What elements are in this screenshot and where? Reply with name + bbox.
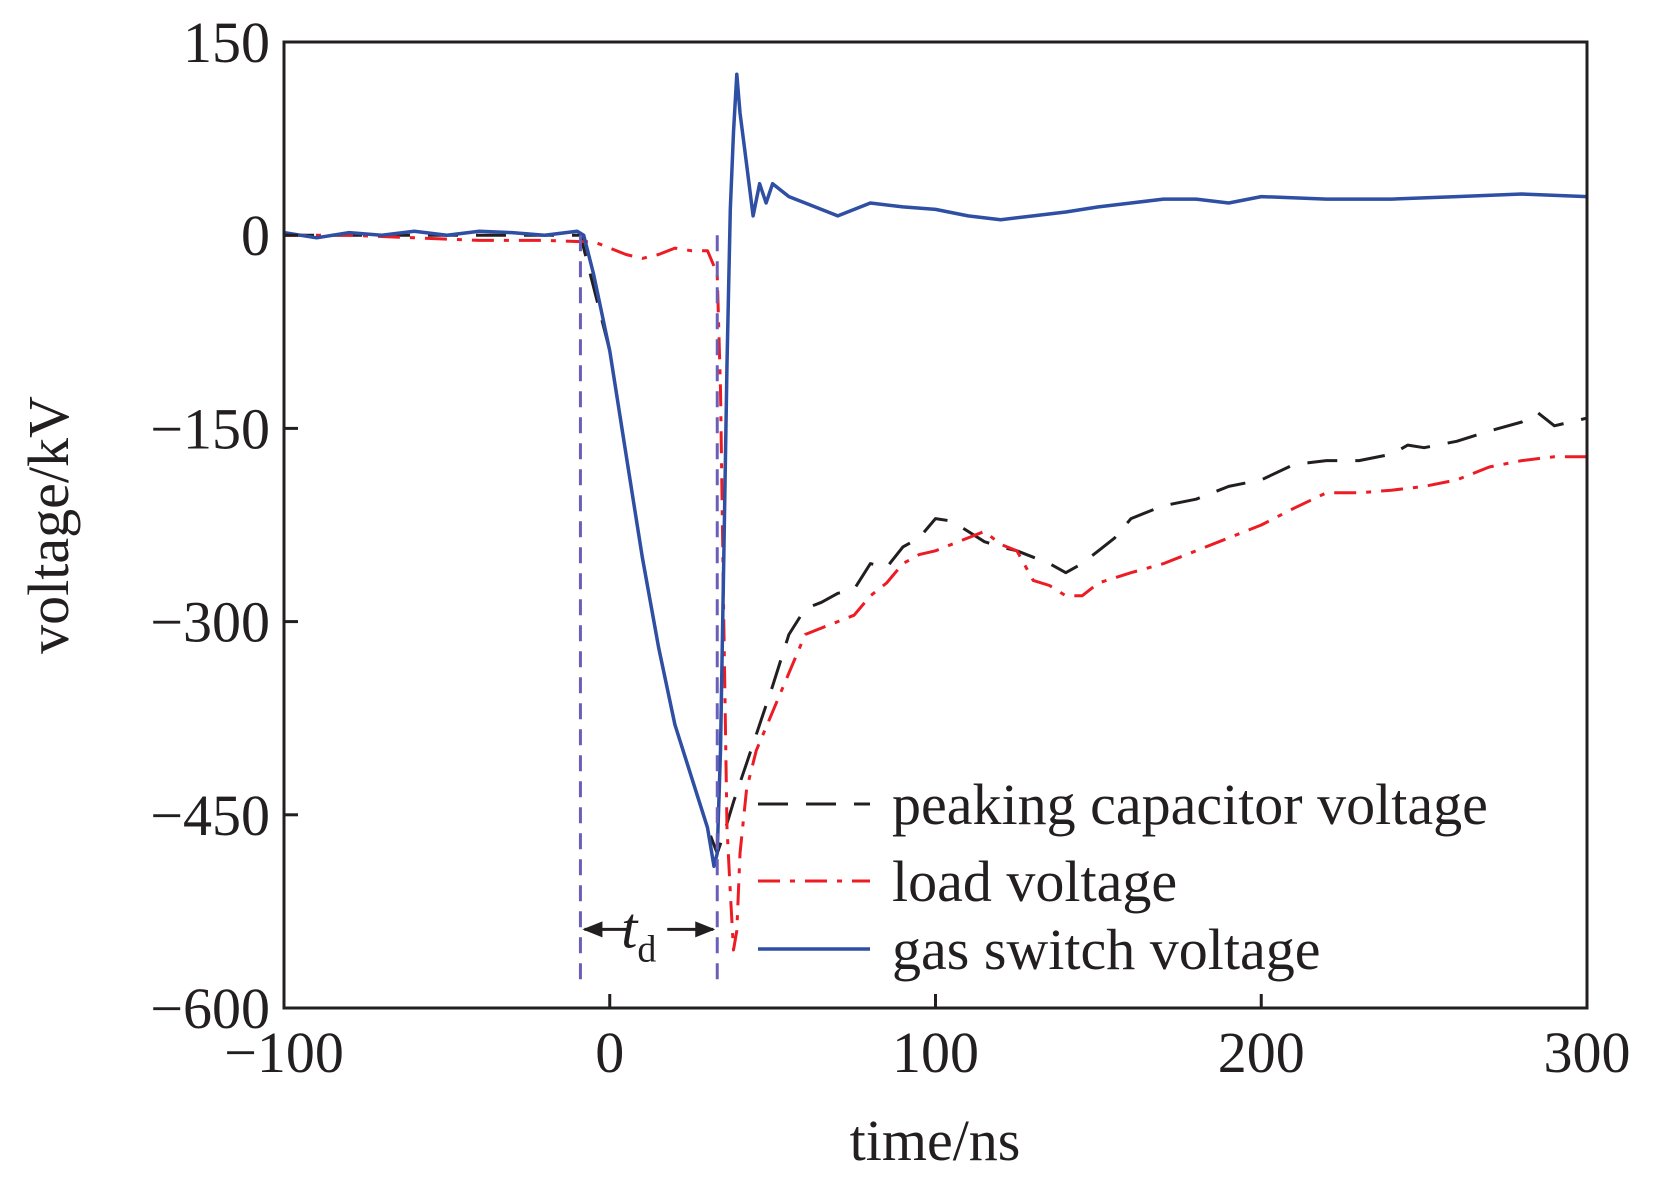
series-line-1: [284, 233, 1587, 855]
series-line-3: [284, 72, 1587, 869]
td-annotation: td: [578, 235, 719, 986]
legend-label-3: gas switch voltage: [892, 917, 1320, 982]
x-tick-label: 0: [595, 1020, 624, 1085]
x-tick-label: 300: [1544, 1020, 1631, 1085]
y-axis-title: voltage/kV: [16, 396, 81, 654]
series-line-2: [284, 233, 1587, 952]
x-tick-label: −100: [224, 1020, 344, 1085]
y-tick-label: −150: [150, 396, 270, 461]
y-tick-label: 150: [183, 10, 270, 75]
legend-label-2: load voltage: [892, 849, 1177, 914]
y-tick-label: 0: [241, 203, 270, 268]
x-axis-title: time/ns: [850, 1108, 1021, 1173]
legend-label-1: peaking capacitor voltage: [892, 772, 1488, 837]
td-arrowhead-right: [695, 921, 716, 938]
series-layer: [284, 72, 1587, 952]
legend: peaking capacitor voltage load voltagegas…: [758, 772, 1488, 982]
x-tick-label: 100: [892, 1020, 979, 1085]
td-arrowhead-left: [582, 921, 603, 938]
y-tick-label: −300: [150, 590, 270, 655]
td-label: td: [621, 895, 656, 970]
y-tick-label: −600: [150, 976, 270, 1041]
x-tick-label: 200: [1218, 1020, 1305, 1085]
y-tick-label: −450: [150, 783, 270, 848]
ticks-layer: −100 0 100 200 300 150 0 −150 −300 −450 −600: [150, 10, 1630, 1085]
